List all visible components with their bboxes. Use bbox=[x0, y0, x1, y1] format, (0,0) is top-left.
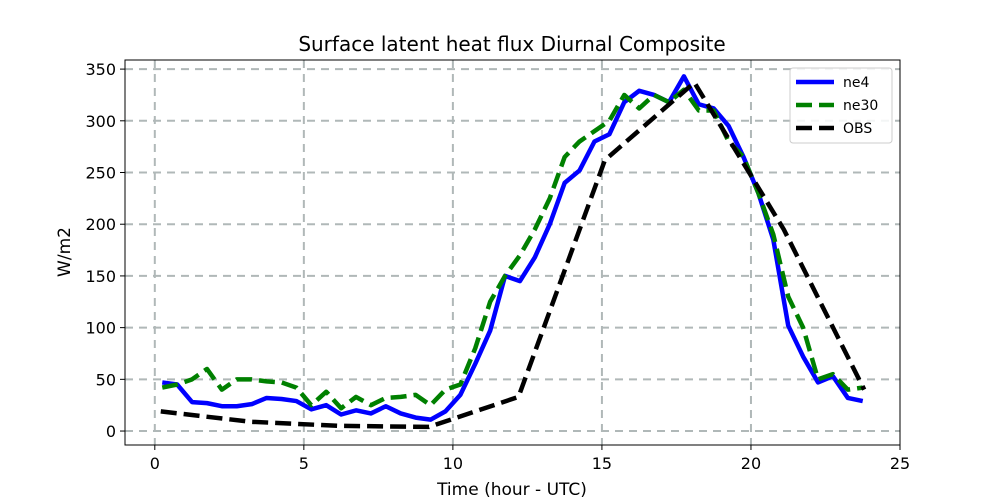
y-tick-label: 200 bbox=[85, 215, 116, 234]
y-axis-label: W/m2 bbox=[55, 227, 75, 277]
grid bbox=[125, 60, 900, 445]
y-tick-label: 100 bbox=[85, 319, 116, 338]
y-tick-label: 300 bbox=[85, 112, 116, 131]
legend-box bbox=[789, 67, 893, 144]
x-tick-label: 15 bbox=[592, 454, 612, 473]
x-tick-label: 5 bbox=[299, 454, 309, 473]
y-tick-label: 150 bbox=[85, 267, 116, 286]
y-tick-label: 0 bbox=[106, 422, 116, 441]
series-line-ne30 bbox=[161, 87, 864, 411]
legend-label: ne30 bbox=[843, 98, 878, 114]
legend: ne4 ne30 OBS bbox=[789, 67, 893, 144]
series-lines bbox=[160, 74, 867, 430]
y-tick-label: 250 bbox=[85, 164, 116, 183]
series-line-obs bbox=[160, 80, 867, 430]
legend-label: ne4 bbox=[843, 75, 869, 91]
plot-frame bbox=[124, 59, 901, 446]
x-tick-label: 0 bbox=[150, 454, 160, 473]
legend-label: OBS bbox=[843, 121, 872, 137]
x-tick-label: 10 bbox=[443, 454, 463, 473]
y-tick-label: 350 bbox=[85, 60, 116, 79]
series-line-ne4 bbox=[161, 74, 864, 422]
chart-title: Surface latent heat flux Diurnal Composi… bbox=[298, 32, 725, 56]
x-tick-label: 25 bbox=[890, 454, 910, 473]
x-tick-label: 20 bbox=[741, 454, 761, 473]
y-tick-label: 50 bbox=[96, 370, 116, 389]
x-axis-label: Time (hour - UTC) bbox=[436, 480, 587, 500]
